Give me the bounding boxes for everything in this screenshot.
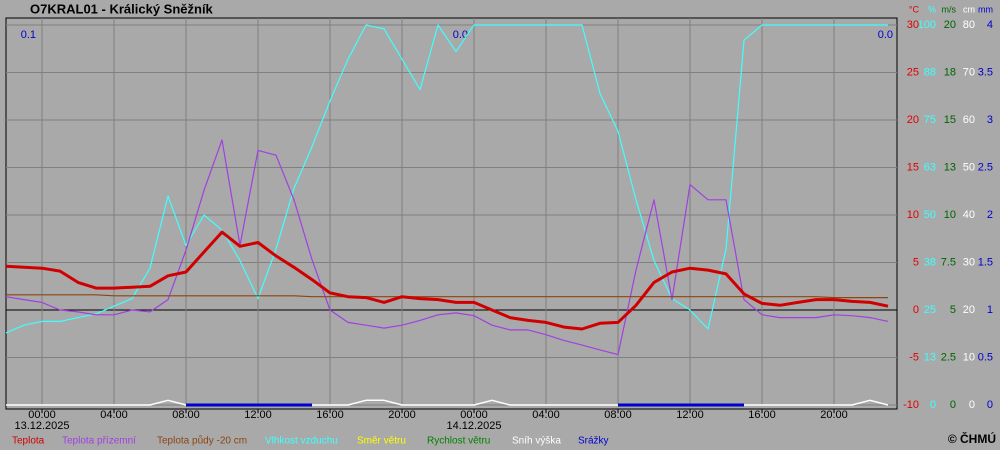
- y-tick-label: 2.5: [941, 351, 956, 363]
- y-tick-label: 75: [924, 114, 936, 126]
- legend-entry: Srážky: [578, 436, 609, 447]
- y-tick-label: 25: [924, 304, 936, 316]
- legend-entry: Rychlost větru: [427, 436, 490, 447]
- series-line: [5, 230, 889, 331]
- date-label: 14.12.2025: [446, 420, 501, 432]
- y-tick-label: 7.5: [941, 256, 956, 268]
- legend-entry: Teplota půdy -20 cm: [157, 435, 247, 447]
- x-tick-label: 12:00: [676, 409, 704, 421]
- legend-entry: Teplota přízemní: [62, 436, 136, 447]
- x-tick-label: 08:00: [604, 409, 632, 421]
- series-line: [5, 24, 888, 334]
- y-tick-label: 38: [924, 256, 936, 268]
- y-tick-label: 100: [918, 19, 936, 31]
- y-tick-label: 13: [944, 161, 956, 173]
- legend-entry: Sníh výška: [512, 436, 561, 447]
- y-tick-label: 25: [907, 66, 919, 78]
- y-tick-label: 15: [907, 161, 919, 173]
- legend-entry: Směr větru: [357, 436, 406, 447]
- y-tick-label: 88: [924, 66, 936, 78]
- y-tick-label: 1: [987, 304, 993, 316]
- series-line: [5, 139, 889, 356]
- legend-entry: Vlhkost vzduchu: [265, 436, 338, 447]
- x-tick-label: 20:00: [388, 409, 416, 421]
- y-tick-label: 4: [987, 19, 993, 31]
- y-tick-label: 3: [987, 114, 993, 126]
- y-tick-label: 30: [963, 256, 975, 268]
- x-tick-label: 16:00: [316, 409, 344, 421]
- y-tick-label: 50: [924, 209, 936, 221]
- daily-precip: 0.0: [878, 29, 893, 41]
- y-tick-label: 70: [963, 66, 975, 78]
- axis-unit: m/s: [942, 4, 957, 14]
- y-tick-label: 0: [950, 399, 956, 411]
- date-label: 13.12.2025: [14, 420, 69, 432]
- x-tick-label: 12:00: [244, 409, 272, 421]
- x-tick-label: 20:00: [820, 409, 848, 421]
- x-tick-label: 08:00: [172, 409, 200, 421]
- y-tick-label: 2: [987, 209, 993, 221]
- y-tick-label: 5: [913, 256, 919, 268]
- y-tick-label: 20: [944, 19, 956, 31]
- x-tick-label: 04:00: [100, 409, 128, 421]
- axis-unit: %: [928, 4, 936, 14]
- axis-unit: mm: [978, 4, 993, 14]
- y-tick-label: 63: [924, 161, 936, 173]
- x-tick-label: 00:00: [28, 409, 56, 421]
- y-tick-label: -10: [903, 399, 919, 411]
- y-tick-label: 18: [944, 66, 956, 78]
- y-tick-label: 40: [963, 209, 975, 221]
- y-tick-label: 30: [907, 19, 919, 31]
- y-tick-label: 0: [913, 304, 919, 316]
- y-tick-label: 3.5: [978, 66, 993, 78]
- axis-unit: cm: [963, 4, 975, 14]
- y-tick-label: -5: [909, 351, 919, 363]
- y-tick-label: 80: [963, 19, 975, 31]
- y-tick-label: 2.5: [978, 161, 993, 173]
- daily-precip: 0.1: [21, 29, 36, 41]
- y-tick-label: 20: [907, 114, 919, 126]
- y-tick-label: 20: [963, 304, 975, 316]
- x-tick-label: 16:00: [748, 409, 776, 421]
- chart-title: O7KRAL01 - Králický Sněžník: [30, 1, 214, 16]
- y-tick-label: 10: [944, 209, 956, 221]
- y-tick-label: 10: [963, 351, 975, 363]
- y-tick-label: 60: [963, 114, 975, 126]
- legend-entry: Teplota: [12, 436, 45, 447]
- y-tick-label: 1.5: [978, 256, 993, 268]
- series-line: [6, 294, 888, 299]
- x-tick-label: 00:00: [460, 409, 488, 421]
- y-tick-label: 5: [950, 304, 956, 316]
- x-tick-label: 04:00: [532, 409, 560, 421]
- daily-precip: 0.0: [453, 29, 468, 41]
- y-tick-label: 10: [907, 209, 919, 221]
- y-tick-label: 0.5: [978, 351, 993, 363]
- axis-unit: °C: [909, 4, 920, 14]
- y-tick-label: 0: [969, 399, 975, 411]
- y-tick-label: 0: [930, 399, 936, 411]
- copyright: © ČHMÚ: [948, 431, 996, 446]
- y-tick-label: 50: [963, 161, 975, 173]
- plot-frame: [5, 17, 898, 410]
- y-tick-label: 13: [924, 351, 936, 363]
- y-tick-label: 0: [987, 399, 993, 411]
- y-tick-label: 15: [944, 114, 956, 126]
